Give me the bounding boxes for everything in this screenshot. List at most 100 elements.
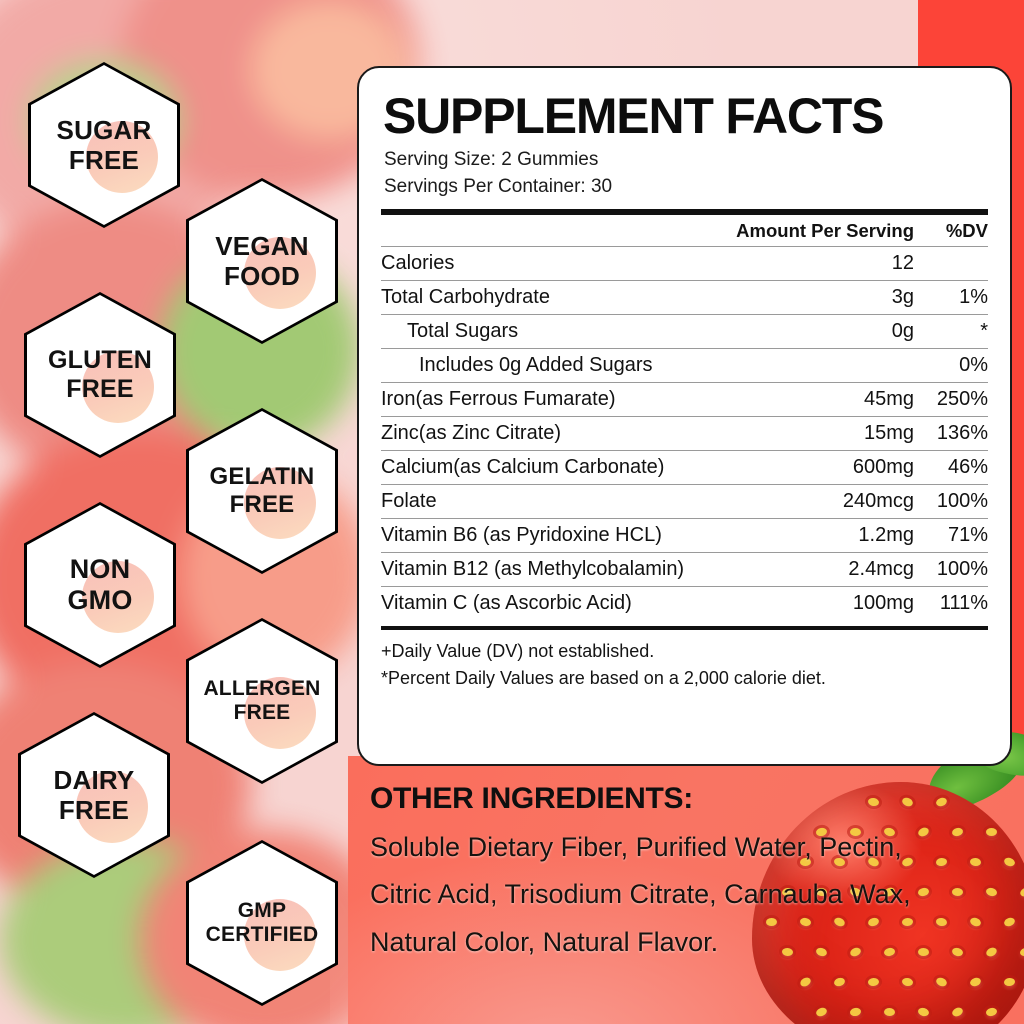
nutrient-amount: 3g <box>736 279 914 315</box>
strawberry-seed <box>883 1007 896 1017</box>
badge-line-2: GMO <box>67 585 133 615</box>
badge-sugar-free: SUGAR FREE <box>28 62 180 228</box>
table-row: Calcium(as Calcium Carbonate) 600mg 46% <box>381 449 988 485</box>
supplement-facts-card: SUPPLEMENT FACTS Serving Size: 2 Gummies… <box>357 66 1012 766</box>
badge-label: NON GMO <box>59 554 140 617</box>
certification-badge-group: SUGAR FREE VEGAN FOOD GLUTEN FREE GELATIN FREE N… <box>0 0 352 1024</box>
header-amount: Amount Per Serving <box>736 219 914 241</box>
strawberry-seed <box>1003 977 1016 987</box>
nutrient-amount: 600mg <box>736 449 914 485</box>
badge-line-1: GLUTEN <box>48 346 152 374</box>
strawberry-seed <box>798 975 813 989</box>
nutrient-dv: 46% <box>914 449 988 485</box>
serving-size: Serving Size: 2 Gummies <box>384 149 599 170</box>
nutrient-name: Vitamin C (as Ascorbic Acid) <box>381 585 737 620</box>
badge-line-1: GMP <box>237 898 287 922</box>
accent-circle-icon <box>76 771 148 843</box>
nutrient-name: Folate <box>381 483 737 519</box>
badge-line-2: FREE <box>66 375 134 403</box>
badge-label: SUGAR FREE <box>49 115 160 175</box>
badge-line-1: NON <box>69 553 131 584</box>
badge-label: DAIRY FREE <box>46 765 143 825</box>
nutrient-amount: 12 <box>736 245 914 281</box>
accent-circle-icon <box>82 351 154 423</box>
nutrient-name: Vitamin B6 (as Pyridoxine HCL) <box>381 517 737 553</box>
badge-gmp-certified: GMP CERTIFIED <box>186 840 338 1006</box>
nutrient-dv: 0% <box>914 347 988 383</box>
nutrient-name: Total Sugars <box>381 313 737 349</box>
table-row: Vitamin C (as Ascorbic Acid) 100mg 111% <box>381 585 988 620</box>
badge-line-1: SUGAR <box>56 114 152 145</box>
divider-thick <box>381 208 988 215</box>
nutrient-name: Vitamin B12 (as Methylcobalamin) <box>381 551 737 587</box>
accent-circle-icon <box>244 467 316 539</box>
badge-line-1: GELATIN <box>209 463 315 491</box>
nutrient-dv: 1% <box>914 279 988 315</box>
nutrient-amount: 240mcg <box>736 483 914 519</box>
nutrient-dv: 136% <box>914 415 988 451</box>
table-row: Vitamin B12 (as Methylcobalamin) 2.4mcg 10… <box>381 551 988 587</box>
other-ingredients-line: Citric Acid, Trisodium Citrate, Carnauba… <box>370 879 911 910</box>
nutrient-name: Total Carbohydrate <box>381 279 737 315</box>
table-row: Includes 0g Added Sugars 0% <box>381 347 988 383</box>
strawberry-seed <box>814 1006 829 1018</box>
footnote-block: +Daily Value (DV) not established. *Perc… <box>381 625 988 692</box>
badge-line-2: FOOD <box>224 261 300 291</box>
header-blank <box>381 215 736 247</box>
nutrient-name: Iron(as Ferrous Fumarate) <box>381 381 737 417</box>
header-dv: %DV <box>945 219 988 241</box>
nutrient-dv: 100% <box>914 483 988 519</box>
badge-line-2: FREE <box>58 795 130 825</box>
table-row: Zinc(as Zinc Citrate) 15mg 136% <box>381 415 988 451</box>
table-row: Total Carbohydrate 3g 1% <box>381 279 988 315</box>
table-row: Vitamin B6 (as Pyridoxine HCL) 1.2mg 71% <box>381 517 988 553</box>
nutrient-dv: * <box>914 313 988 349</box>
strawberry-seed <box>917 1006 930 1018</box>
badge-line-2: FREE <box>229 491 295 518</box>
table-header-row: Amount Per Serving %DV <box>381 215 988 247</box>
other-ingredients-line: Soluble Dietary Fiber, Purified Water, P… <box>370 832 902 862</box>
badge-label: VEGAN FOOD <box>207 231 316 291</box>
nutrient-dv: 250% <box>914 381 988 417</box>
strawberry-seed <box>968 976 983 988</box>
badge-line-2: CERTIFIED <box>205 923 319 946</box>
servings-per-container: Servings Per Container: 30 <box>384 175 613 197</box>
nutrient-name: Zinc(as Zinc Citrate) <box>381 415 737 451</box>
other-ingredients-line: Natural Color, Natural Flavor. <box>370 926 719 957</box>
nutrient-dv: 111% <box>914 585 988 620</box>
badge-gluten-free: GLUTEN FREE <box>24 292 176 458</box>
table-row: Total Sugars 0g * <box>381 313 988 349</box>
nutrient-amount: 1.2mg <box>736 517 914 553</box>
nutrient-amount: 0g <box>736 313 914 349</box>
strawberry-seed <box>934 976 949 988</box>
strawberry-seed <box>867 977 880 987</box>
accent-circle-icon <box>244 899 316 971</box>
strawberry-seed <box>1019 946 1024 958</box>
nutrient-dv <box>914 245 988 281</box>
nutrition-table: Amount Per Serving %DV Calories 12 Total C… <box>381 215 988 620</box>
accent-circle-icon <box>82 561 154 633</box>
table-row: Folate 240mcg 100% <box>381 483 988 519</box>
footnote-percent: *Percent Daily Values are based on a 2,0… <box>381 667 826 688</box>
nutrient-dv: 100% <box>914 551 988 587</box>
page-title: SUPPLEMENT FACTS <box>383 88 884 144</box>
other-ingredients-section: OTHER INGREDIENTS: Soluble Dietary Fiber… <box>370 782 1010 966</box>
nutrient-dv: 71% <box>914 517 988 553</box>
nutrient-amount <box>736 347 914 383</box>
nutrient-amount: 2.4mcg <box>736 551 914 587</box>
nutrient-amount: 15mg <box>736 415 914 451</box>
strawberry-seed <box>986 828 997 836</box>
badge-label: GELATIN FREE <box>202 463 323 519</box>
badge-line-2: FREE <box>68 145 140 175</box>
strawberry-seed <box>833 976 846 988</box>
strawberry-seed <box>950 1005 965 1019</box>
strawberry-seed <box>901 977 914 987</box>
nutrient-amount: 45mg <box>736 381 914 417</box>
table-row: Calories 12 <box>381 245 988 281</box>
badge-line-1: DAIRY <box>53 764 135 795</box>
badge-dairy-free: DAIRY FREE <box>18 712 170 878</box>
strawberry-seed <box>985 1006 998 1018</box>
strawberry-seed <box>849 1007 862 1017</box>
strawberry-photo <box>742 723 1024 1024</box>
